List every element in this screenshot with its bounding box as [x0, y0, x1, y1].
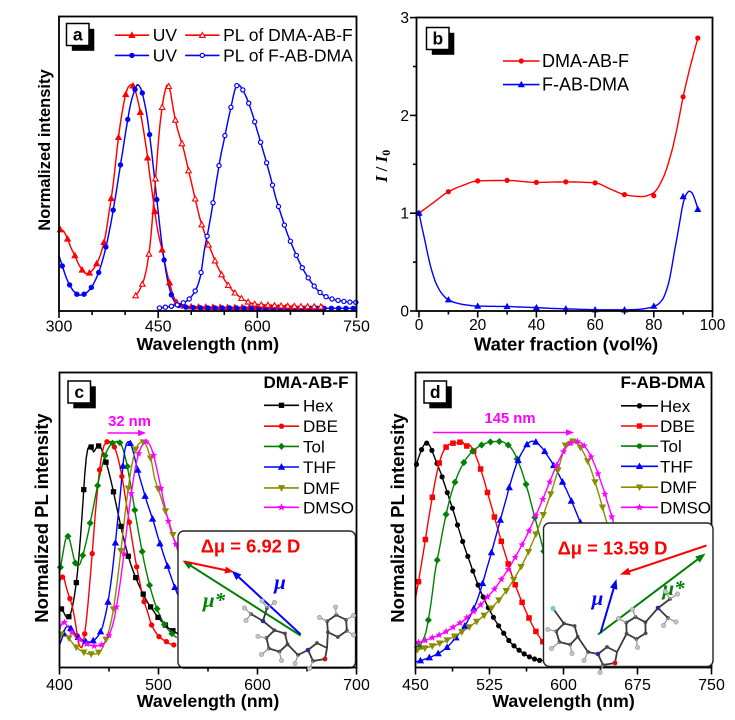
svg-text:UV: UV [153, 25, 178, 45]
svg-text:300: 300 [46, 319, 73, 336]
svg-text:DBE: DBE [303, 417, 338, 436]
svg-text:DMSO: DMSO [303, 498, 354, 517]
svg-text:Hex: Hex [303, 396, 334, 415]
svg-text:F-AB-DMA: F-AB-DMA [621, 373, 706, 392]
svg-text:μ: μ [273, 570, 286, 594]
svg-text:Normalized PL intensity: Normalized PL intensity [387, 413, 408, 623]
svg-text:PL of DMA-AB-F: PL of DMA-AB-F [223, 25, 353, 45]
svg-text:Wavelength (nm): Wavelength (nm) [137, 691, 280, 711]
svg-text:DBE: DBE [660, 417, 695, 436]
svg-text:Normalized PL intensity: Normalized PL intensity [31, 413, 52, 623]
svg-text:Water fraction (vol%): Water fraction (vol%) [474, 334, 658, 355]
svg-text:Δμ = 6.92 D: Δμ = 6.92 D [201, 536, 301, 557]
svg-text:400: 400 [46, 677, 73, 694]
svg-text:THF: THF [660, 457, 693, 476]
svg-text:750: 750 [698, 677, 725, 694]
svg-text:d: d [430, 382, 441, 402]
svg-text:0: 0 [400, 304, 409, 321]
svg-text:Wavelength (nm): Wavelength (nm) [492, 691, 635, 711]
svg-text:DMA-AB-F: DMA-AB-F [264, 373, 349, 392]
svg-text:700: 700 [343, 677, 370, 694]
svg-text:DMA-AB-F: DMA-AB-F [542, 51, 629, 71]
svg-text:32 nm: 32 nm [108, 414, 151, 430]
svg-text:Δμ = 13.59 D: Δμ = 13.59 D [558, 538, 668, 559]
svg-text:μ: μ [591, 586, 604, 610]
svg-text:Wavelength (nm): Wavelength (nm) [137, 334, 280, 354]
svg-text:μ*: μ* [202, 588, 226, 612]
svg-text:DMF: DMF [303, 479, 340, 498]
svg-text:450: 450 [145, 319, 172, 336]
svg-text:Normalized intensity: Normalized intensity [36, 68, 54, 230]
svg-text:Hex: Hex [660, 397, 691, 416]
svg-text:DMF: DMF [660, 478, 697, 497]
svg-text:UV: UV [153, 45, 178, 65]
svg-text:1: 1 [400, 206, 409, 223]
svg-text:60: 60 [586, 317, 604, 334]
svg-text:F-AB-DMA: F-AB-DMA [542, 75, 629, 95]
svg-text:0: 0 [415, 317, 424, 334]
svg-text:THF: THF [303, 458, 336, 477]
svg-text:b: b [432, 29, 443, 49]
svg-text:PL of F-AB-DMA: PL of F-AB-DMA [223, 45, 353, 65]
svg-text:2: 2 [400, 108, 409, 125]
svg-text:DMSO: DMSO [660, 498, 711, 517]
svg-text:a: a [73, 25, 83, 45]
svg-text:600: 600 [244, 319, 271, 336]
svg-text:100: 100 [700, 317, 726, 334]
svg-text:40: 40 [528, 317, 546, 334]
svg-text:80: 80 [645, 317, 663, 334]
svg-text:3: 3 [400, 10, 409, 27]
svg-text:c: c [74, 382, 84, 402]
svg-text:20: 20 [469, 317, 487, 334]
svg-text:750: 750 [343, 319, 370, 336]
svg-text:450: 450 [402, 677, 429, 694]
svg-text:Tol: Tol [303, 437, 325, 456]
svg-text:145 nm: 145 nm [485, 411, 536, 427]
svg-text:Tol: Tol [660, 437, 682, 456]
